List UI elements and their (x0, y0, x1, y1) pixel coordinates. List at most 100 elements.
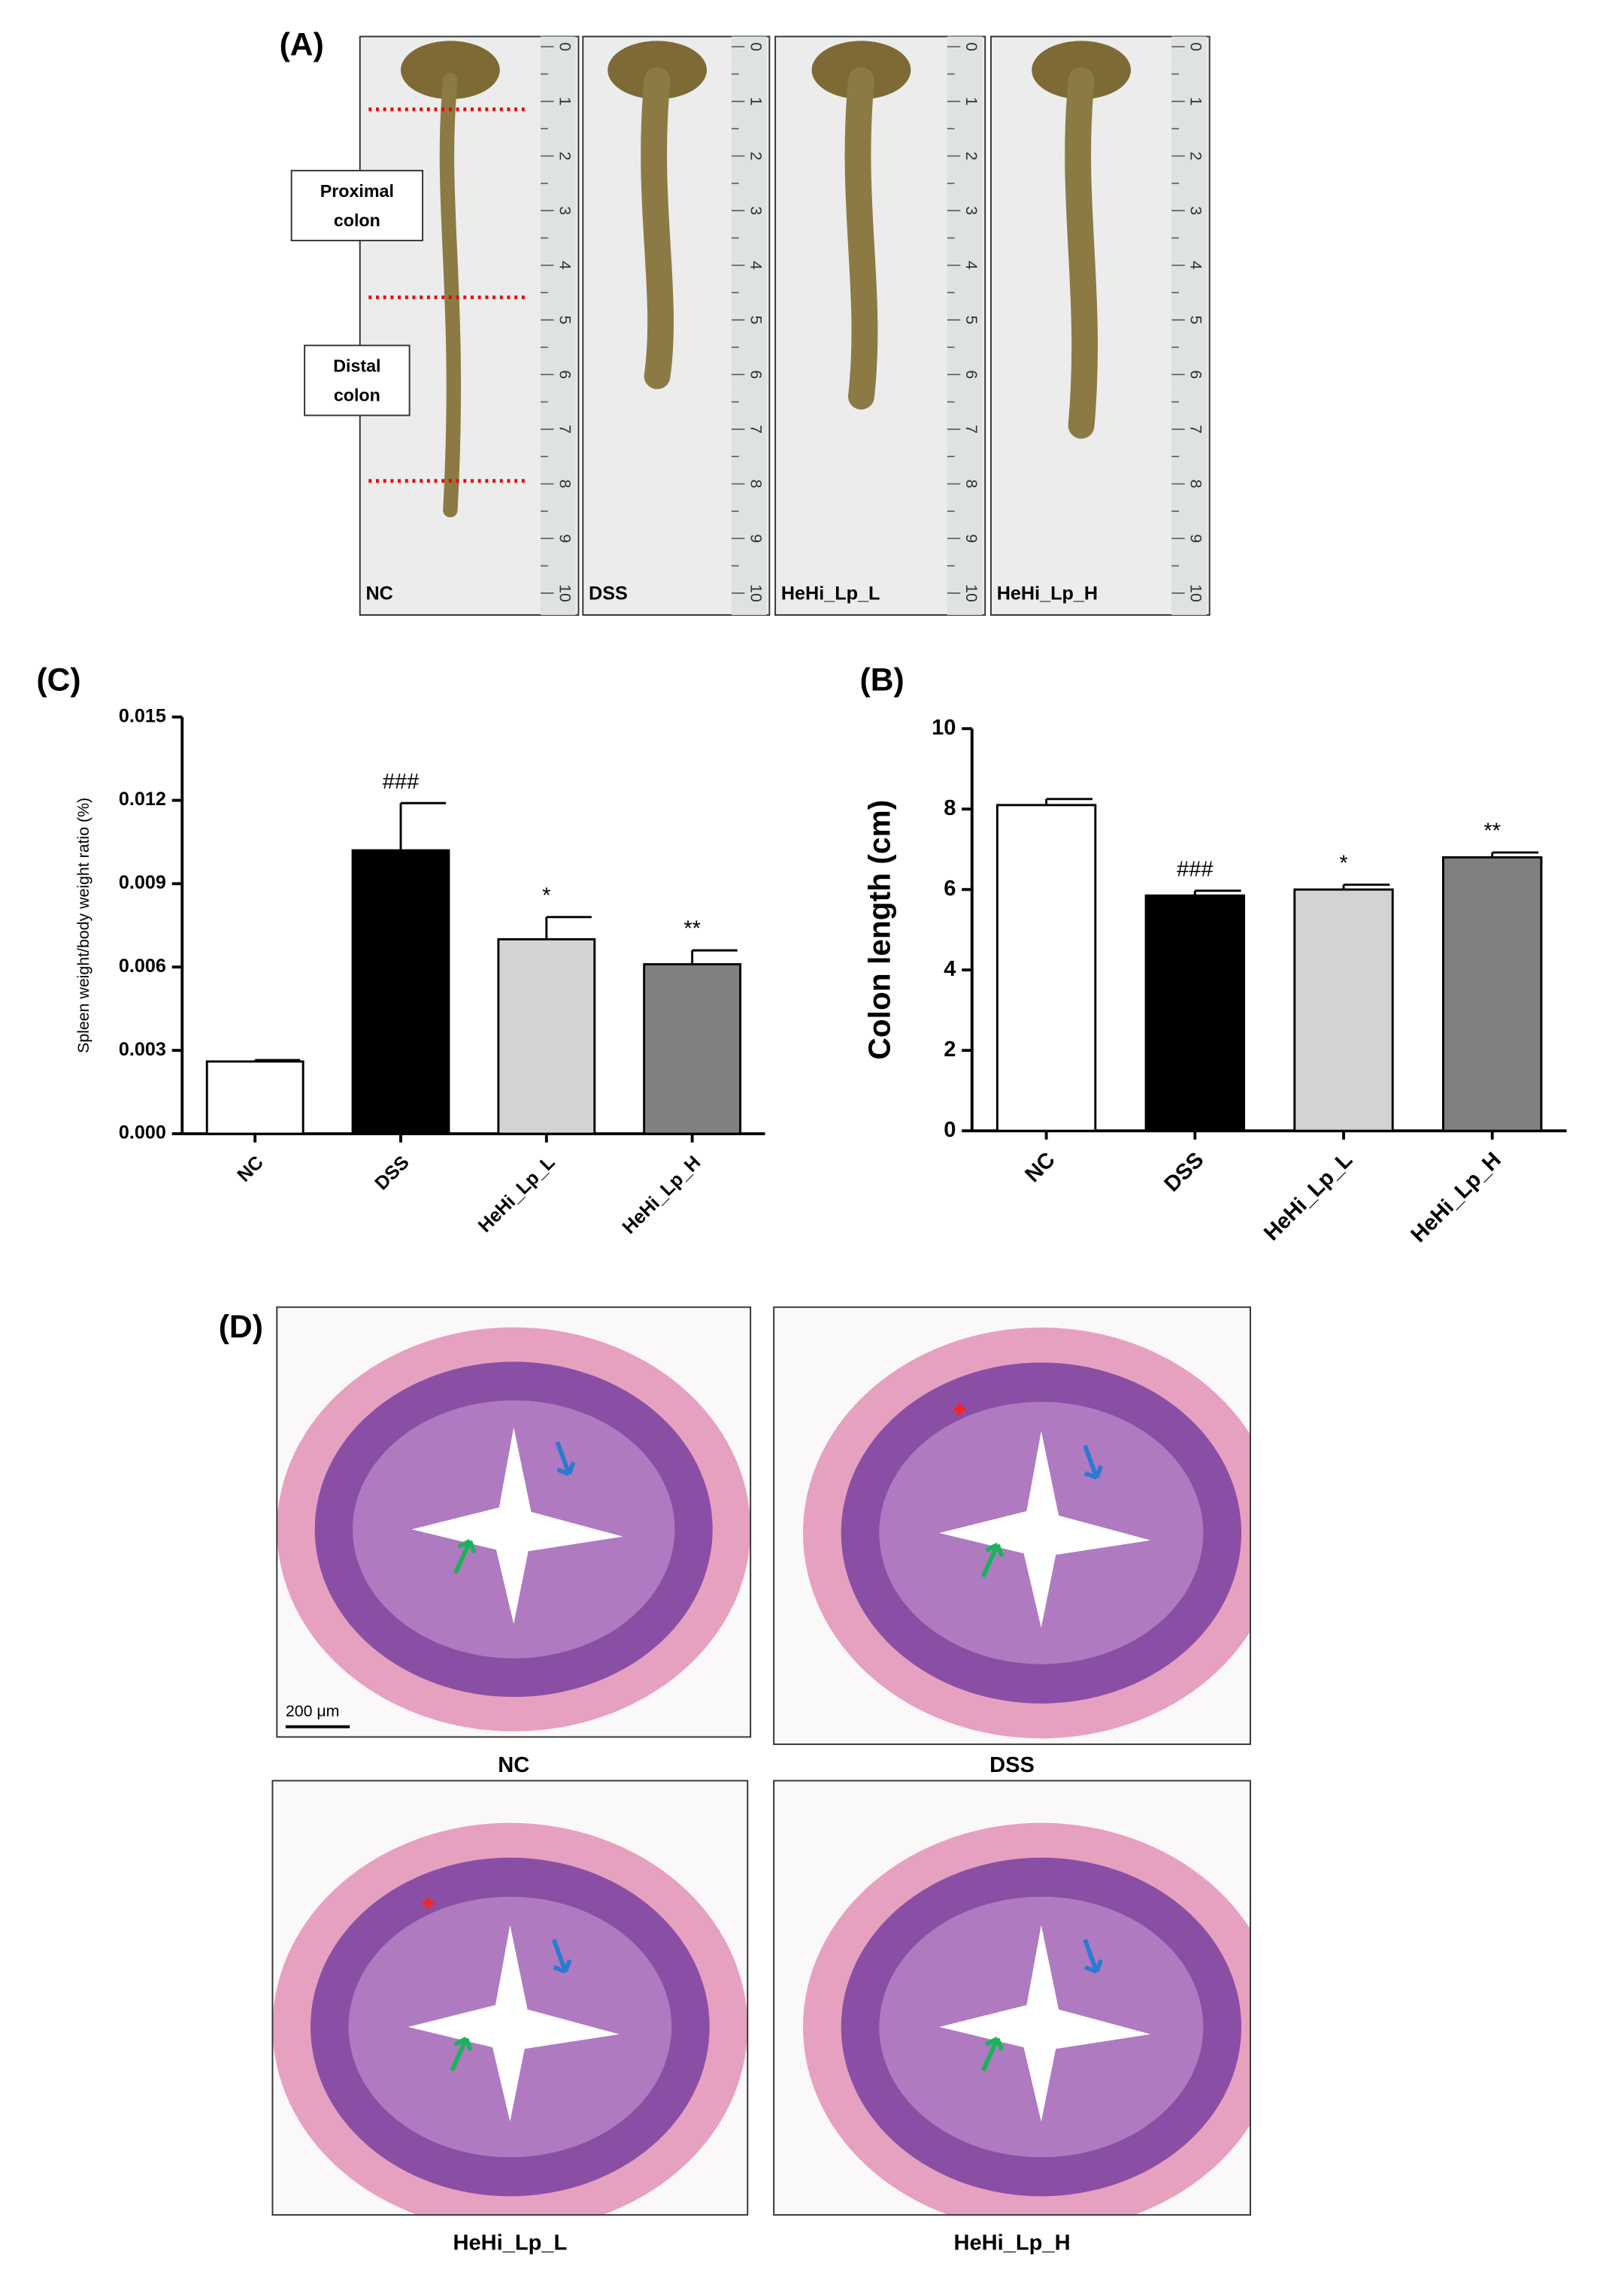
y-tick-label: 0.000 (119, 1122, 166, 1143)
y-tick-label: 4 (944, 957, 956, 981)
ruler-number: 0 (747, 42, 765, 51)
bar (1144, 894, 1246, 1132)
photo-label: HeHi_Lp_L (781, 583, 880, 604)
region-label: colon (334, 211, 380, 230)
y-tick-label: 2 (944, 1037, 956, 1062)
ruler-number: 0 (556, 42, 574, 51)
ruler-number: 5 (747, 316, 765, 325)
ruler-number: 2 (556, 152, 574, 161)
ruler-number: 4 (1187, 261, 1205, 270)
x-tick-label: HeHi_Lp_H (1407, 1148, 1506, 1247)
ruler-number: 10 (1187, 584, 1205, 602)
ruler-number: 9 (962, 534, 980, 543)
ruler-number: 8 (556, 480, 574, 489)
panel-label: (A) (280, 26, 324, 62)
histology-image (271, 1780, 749, 2216)
scale-bar-label: 200 μm (286, 1702, 340, 1720)
y-tick-label: 0.009 (119, 872, 166, 893)
arrow-blue (1083, 1938, 1104, 1974)
y-tick-label: 0.012 (119, 789, 166, 810)
ruler-number: 9 (747, 534, 765, 543)
frame (271, 1780, 749, 2216)
bar (1293, 888, 1394, 1132)
ruler-number: 3 (747, 206, 765, 215)
image-label: NC (498, 1753, 529, 1777)
inflammation-mark (423, 1897, 435, 1910)
x-tick-label: HeHi_Lp_L (474, 1152, 559, 1237)
bar (995, 804, 1097, 1132)
y-axis-label: Spleen weight/body weight ratio (%) (74, 798, 92, 1053)
ruler-number: 1 (962, 97, 980, 106)
photo: 0 1 2 3 4 5 6 7 8 9 10 NC (359, 35, 580, 616)
ruler-number: 5 (1187, 316, 1205, 325)
frame (773, 1306, 1251, 1746)
significance-label: ** (683, 917, 701, 941)
bar (497, 937, 596, 1135)
ruler-number: 0 (962, 42, 980, 51)
ruler-number: 9 (1187, 534, 1205, 543)
ruler-number: 8 (747, 480, 765, 489)
region-box (304, 344, 411, 416)
ruler (1171, 36, 1207, 616)
histology (277, 1307, 751, 1737)
panel-label: (D) (219, 1309, 263, 1345)
region-label: Proximal (320, 181, 394, 201)
histology-image (773, 1306, 1251, 1746)
ruler-number: 0 (1187, 42, 1205, 51)
x-tick-label: NC (233, 1152, 268, 1186)
lumen (411, 1427, 623, 1625)
lumen (939, 1431, 1151, 1628)
ruler-number: 2 (1187, 152, 1205, 161)
histology (774, 1307, 1250, 1745)
ruler-number: 1 (1187, 97, 1205, 106)
ruler-number: 8 (962, 480, 980, 489)
ruler-number: 7 (556, 425, 574, 434)
y-tick-label: 0.003 (119, 1039, 166, 1060)
significance-label: * (542, 883, 550, 907)
significance-label: ### (383, 770, 420, 794)
ruler-number: 1 (556, 97, 574, 106)
region-box (290, 169, 424, 241)
ruler (731, 36, 767, 616)
ruler-number: 6 (556, 370, 574, 379)
ruler-number: 4 (556, 261, 574, 270)
ruler-number: 9 (556, 534, 574, 543)
x-tick-label: NC (1020, 1148, 1059, 1187)
bar (351, 849, 450, 1135)
histology-image (773, 1780, 1251, 2216)
ruler-number: 10 (747, 584, 765, 602)
ruler-number: 8 (1187, 480, 1205, 489)
colon (641, 67, 674, 389)
ruler-number: 7 (962, 425, 980, 434)
colon (1065, 67, 1098, 439)
x-tick-label: HeHi_Lp_H (619, 1152, 705, 1238)
photo-label: DSS (589, 583, 628, 604)
image-label: DSS (989, 1753, 1035, 1777)
photo-label: HeHi_Lp_H (997, 583, 1098, 604)
significance-label: ** (1483, 819, 1501, 844)
bar (1442, 856, 1543, 1132)
y-tick-label: 10 (932, 716, 956, 740)
x-tick-label: DSS (371, 1152, 413, 1194)
y-tick-label: 8 (944, 796, 956, 820)
frame (276, 1306, 752, 1738)
arrow-blue (551, 1938, 572, 1974)
x-tick-label: HeHi_Lp_L (1259, 1148, 1357, 1246)
arrow-blue (1083, 1444, 1104, 1480)
y-tick-label: 0 (944, 1118, 956, 1142)
image-label: HeHi_Lp_H (954, 2231, 1071, 2255)
y-tick-label: 0.015 (119, 705, 166, 726)
arrow-green (980, 2037, 1005, 2072)
y-tick-label: 0.006 (119, 956, 166, 977)
image-label: HeHi_Lp_L (453, 2231, 567, 2255)
ruler-number: 1 (747, 97, 765, 106)
ruler-number: 4 (747, 261, 765, 270)
ruler (541, 36, 576, 616)
frame (773, 1780, 1251, 2216)
ruler-number: 5 (556, 316, 574, 325)
y-axis-label: Colon length (cm) (862, 800, 896, 1060)
ruler-number: 7 (747, 425, 765, 434)
ruler-number: 3 (1187, 206, 1205, 215)
y-tick-label: 6 (944, 877, 956, 901)
